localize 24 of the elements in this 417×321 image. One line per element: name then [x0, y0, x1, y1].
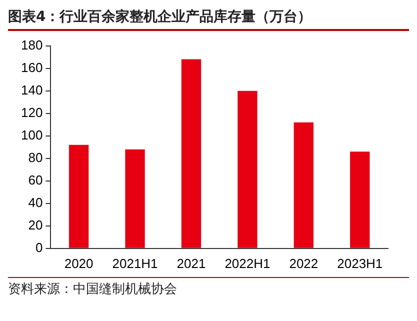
bar	[125, 149, 145, 248]
x-tick-label: 2020	[64, 256, 94, 271]
bar	[238, 90, 258, 248]
y-tick-label: 80	[28, 150, 43, 165]
text: 资料来源：中国缝制机械协会	[8, 277, 409, 298]
y-tick-label: 60	[28, 172, 43, 188]
y-tick-label: 100	[20, 127, 43, 142]
y-tick-label: 20	[28, 217, 43, 232]
y-tick-label: 160	[20, 60, 43, 75]
x-tick-label: 2022H1	[224, 256, 270, 271]
x-tick-label: 2023H1	[337, 256, 383, 271]
chart-title: 图表4：行业百余家整机企业产品库存量（万台）	[8, 8, 409, 31]
x-tick-label: 2021H1	[112, 256, 158, 271]
bar	[68, 144, 89, 248]
x-tick-label: 2021	[176, 256, 206, 271]
y-tick-label: 140	[20, 82, 43, 98]
y-tick-label: 180	[20, 37, 43, 52]
bar	[350, 152, 370, 248]
x-tick-label: 2022	[289, 256, 318, 271]
y-tick-label: 120	[20, 104, 43, 120]
y-tick-label: 0	[35, 240, 43, 255]
y-tick-label: 40	[28, 194, 43, 210]
bar	[181, 59, 202, 248]
bar	[294, 122, 314, 248]
